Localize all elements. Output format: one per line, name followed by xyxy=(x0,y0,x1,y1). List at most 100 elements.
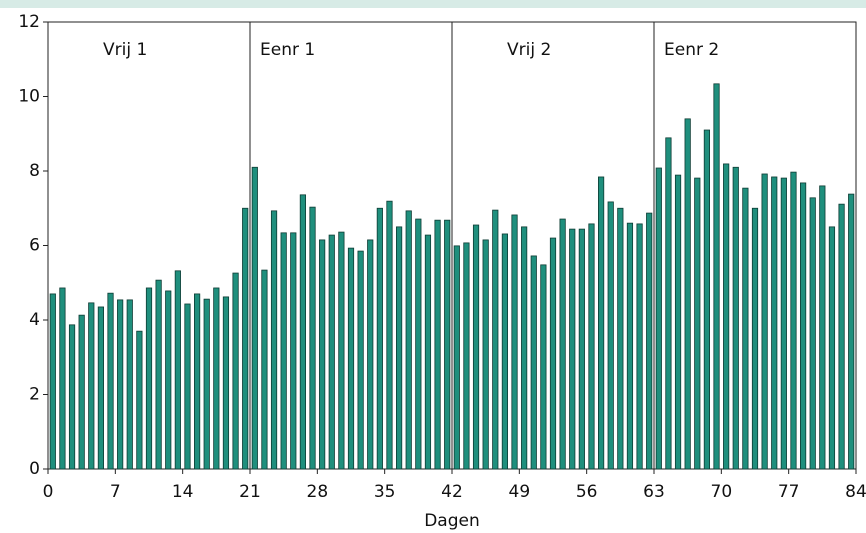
bar xyxy=(674,174,682,470)
bar xyxy=(280,232,287,470)
bar xyxy=(694,177,701,470)
x-tick-label: 0 xyxy=(43,482,54,502)
x-tick-label: 84 xyxy=(845,482,866,502)
bar xyxy=(261,269,268,470)
bar xyxy=(126,299,133,470)
bar xyxy=(482,239,489,470)
bar xyxy=(521,226,528,470)
bar xyxy=(222,296,230,470)
bar xyxy=(232,272,239,470)
bar xyxy=(742,187,749,470)
y-tick-label: 8 xyxy=(29,161,40,181)
bar xyxy=(107,292,114,470)
period-label: Eenr 1 xyxy=(260,40,315,60)
bar xyxy=(49,293,56,470)
period-label: Vrij 2 xyxy=(507,40,551,60)
bar xyxy=(270,210,278,470)
bar xyxy=(713,83,720,470)
x-tick-label: 42 xyxy=(441,482,463,502)
x-tick-label: 49 xyxy=(509,482,531,502)
bar xyxy=(290,232,297,470)
bar xyxy=(117,299,124,470)
bar xyxy=(367,239,374,470)
x-tick-label: 7 xyxy=(110,482,121,502)
bar xyxy=(588,223,595,470)
bar xyxy=(415,218,422,470)
bar xyxy=(299,194,306,470)
bar xyxy=(251,166,258,470)
bar xyxy=(213,287,220,470)
period-label: Eenr 2 xyxy=(664,40,719,60)
y-tick-label: 10 xyxy=(18,87,40,107)
bar xyxy=(655,167,662,470)
bar xyxy=(578,228,585,470)
x-tick-label: 63 xyxy=(643,482,665,502)
bar xyxy=(472,224,480,470)
bar xyxy=(636,223,643,470)
bar xyxy=(569,228,576,470)
bar xyxy=(598,176,605,470)
bar xyxy=(338,231,345,470)
bar xyxy=(617,207,624,470)
x-axis-label: Dagen xyxy=(424,511,480,531)
bar xyxy=(646,212,653,470)
bar xyxy=(145,287,153,470)
x-tick-label: 56 xyxy=(576,482,598,502)
bar xyxy=(511,214,518,470)
bar xyxy=(790,171,797,470)
bar xyxy=(194,293,201,470)
bar xyxy=(751,207,759,470)
bar xyxy=(540,264,547,470)
bar xyxy=(386,200,393,470)
x-tick-label: 28 xyxy=(307,482,329,502)
y-tick-label: 6 xyxy=(29,236,40,256)
bar xyxy=(59,287,66,470)
bar xyxy=(424,234,432,470)
bar xyxy=(492,209,499,470)
bar xyxy=(780,177,787,470)
bar xyxy=(665,137,672,470)
bar xyxy=(347,247,355,470)
bar xyxy=(309,206,316,470)
bar xyxy=(88,302,95,470)
bar xyxy=(136,330,143,470)
bar xyxy=(761,173,768,470)
bar xyxy=(78,314,85,470)
bar xyxy=(559,218,566,470)
x-tick-label: 35 xyxy=(374,482,396,502)
y-tick-label: 0 xyxy=(29,459,40,479)
y-tick-label: 2 xyxy=(29,385,40,405)
bar xyxy=(723,163,730,470)
top-strip xyxy=(0,0,866,8)
bar xyxy=(319,239,326,470)
bar xyxy=(626,222,634,470)
bar xyxy=(838,203,845,470)
bar xyxy=(848,193,855,470)
bar xyxy=(703,129,710,470)
x-tick-label: 70 xyxy=(711,482,733,502)
y-tick-label: 4 xyxy=(29,310,40,330)
bar xyxy=(444,219,451,470)
bar xyxy=(242,207,249,470)
bar xyxy=(771,176,778,470)
bar xyxy=(501,233,508,470)
bar xyxy=(97,306,104,470)
bar xyxy=(184,303,191,470)
bar xyxy=(203,298,210,470)
bar xyxy=(453,245,460,470)
bar xyxy=(405,210,412,470)
bar xyxy=(463,242,470,470)
bar xyxy=(357,250,364,470)
bar xyxy=(328,234,335,470)
x-tick-label: 77 xyxy=(778,482,800,502)
bar xyxy=(68,324,76,470)
bar xyxy=(155,279,162,470)
x-tick-label: 14 xyxy=(172,482,194,502)
bar xyxy=(530,255,537,470)
bar xyxy=(376,207,383,470)
bar xyxy=(809,197,816,470)
bar xyxy=(549,237,557,470)
bar xyxy=(396,226,403,470)
bar xyxy=(684,118,691,470)
